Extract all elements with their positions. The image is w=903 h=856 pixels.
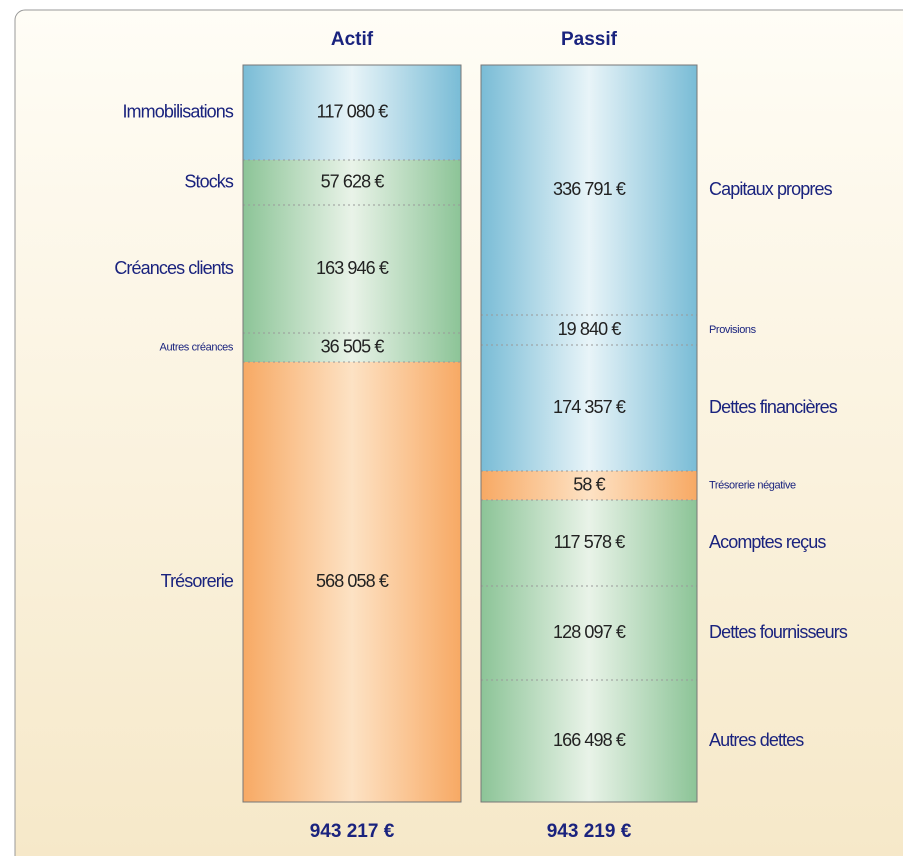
- label: Dettes financières: [709, 397, 838, 417]
- label: Trésorerie: [161, 571, 234, 591]
- segment: [481, 586, 697, 680]
- segment: [243, 333, 461, 362]
- label: Autres créances: [160, 341, 234, 353]
- amount: 19 840 €: [558, 319, 622, 339]
- label: Stocks: [184, 171, 234, 191]
- label: Autres dettes: [709, 730, 804, 750]
- segment: [481, 315, 697, 345]
- amount: 117 080 €: [317, 101, 389, 121]
- amount: 163 946 €: [316, 258, 389, 278]
- label: Acomptes reçus: [709, 532, 826, 552]
- passif-border: [480, 64, 698, 803]
- passif-total: 943 219 €: [547, 821, 632, 842]
- amount: 58 €: [573, 474, 605, 494]
- amount: 117 578 €: [554, 532, 626, 552]
- amount: 336 791 €: [553, 179, 626, 199]
- amount: 166 498 €: [553, 730, 626, 750]
- segment: [243, 65, 461, 160]
- label: Créances clients: [114, 258, 234, 278]
- label: Immobilisations: [122, 101, 233, 121]
- label: Capitaux propres: [709, 179, 833, 199]
- passif-header: Passif: [561, 29, 618, 50]
- actif-header: Actif: [331, 29, 374, 50]
- segment: [243, 205, 461, 333]
- amount: 128 097 €: [553, 622, 626, 642]
- label: Trésorerie négative: [709, 479, 796, 491]
- segment: [481, 500, 697, 586]
- amount: 174 357 €: [553, 397, 626, 417]
- amount: 568 058 €: [316, 571, 389, 591]
- label: Provisions: [709, 324, 757, 336]
- segment: [243, 362, 461, 802]
- amount: 57 628 €: [321, 171, 385, 191]
- actif-total: 943 217 €: [310, 821, 395, 842]
- label: Dettes fournisseurs: [709, 622, 848, 642]
- actif-border: [242, 64, 462, 803]
- segment: [481, 345, 697, 471]
- amount: 36 505 €: [321, 336, 385, 356]
- segment: [243, 160, 461, 205]
- segment: [481, 471, 697, 500]
- segment: [481, 65, 697, 315]
- segment: [481, 680, 697, 802]
